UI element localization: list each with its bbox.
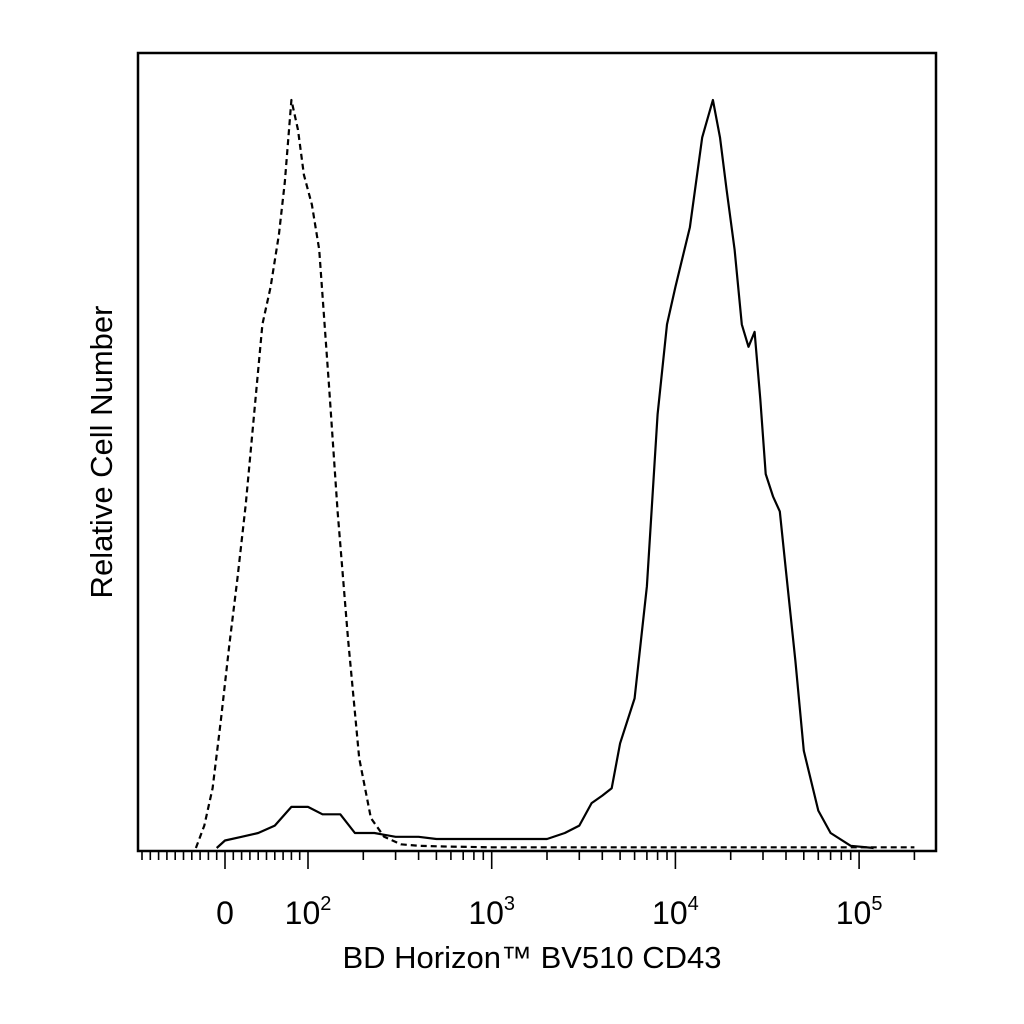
x-tick-label: 103: [468, 893, 515, 931]
plot-frame: [136, 51, 938, 853]
x-tick-label: 104: [652, 893, 699, 931]
series-layer: [194, 98, 915, 850]
control-histogram-line: [194, 98, 915, 849]
y-axis-title: Relative Cell Number: [84, 306, 119, 599]
x-axis-ticks: [141, 851, 916, 869]
x-axis-tick-labels: 0 102 103 104 105: [216, 893, 882, 931]
x-axis-title: BD Horizon™ BV510 CD43: [342, 940, 721, 975]
x-tick-label: 102: [285, 893, 332, 931]
x-tick-label: 0: [216, 895, 234, 931]
x-tick-label: 105: [836, 893, 883, 931]
stained-histogram-line: [215, 98, 874, 850]
